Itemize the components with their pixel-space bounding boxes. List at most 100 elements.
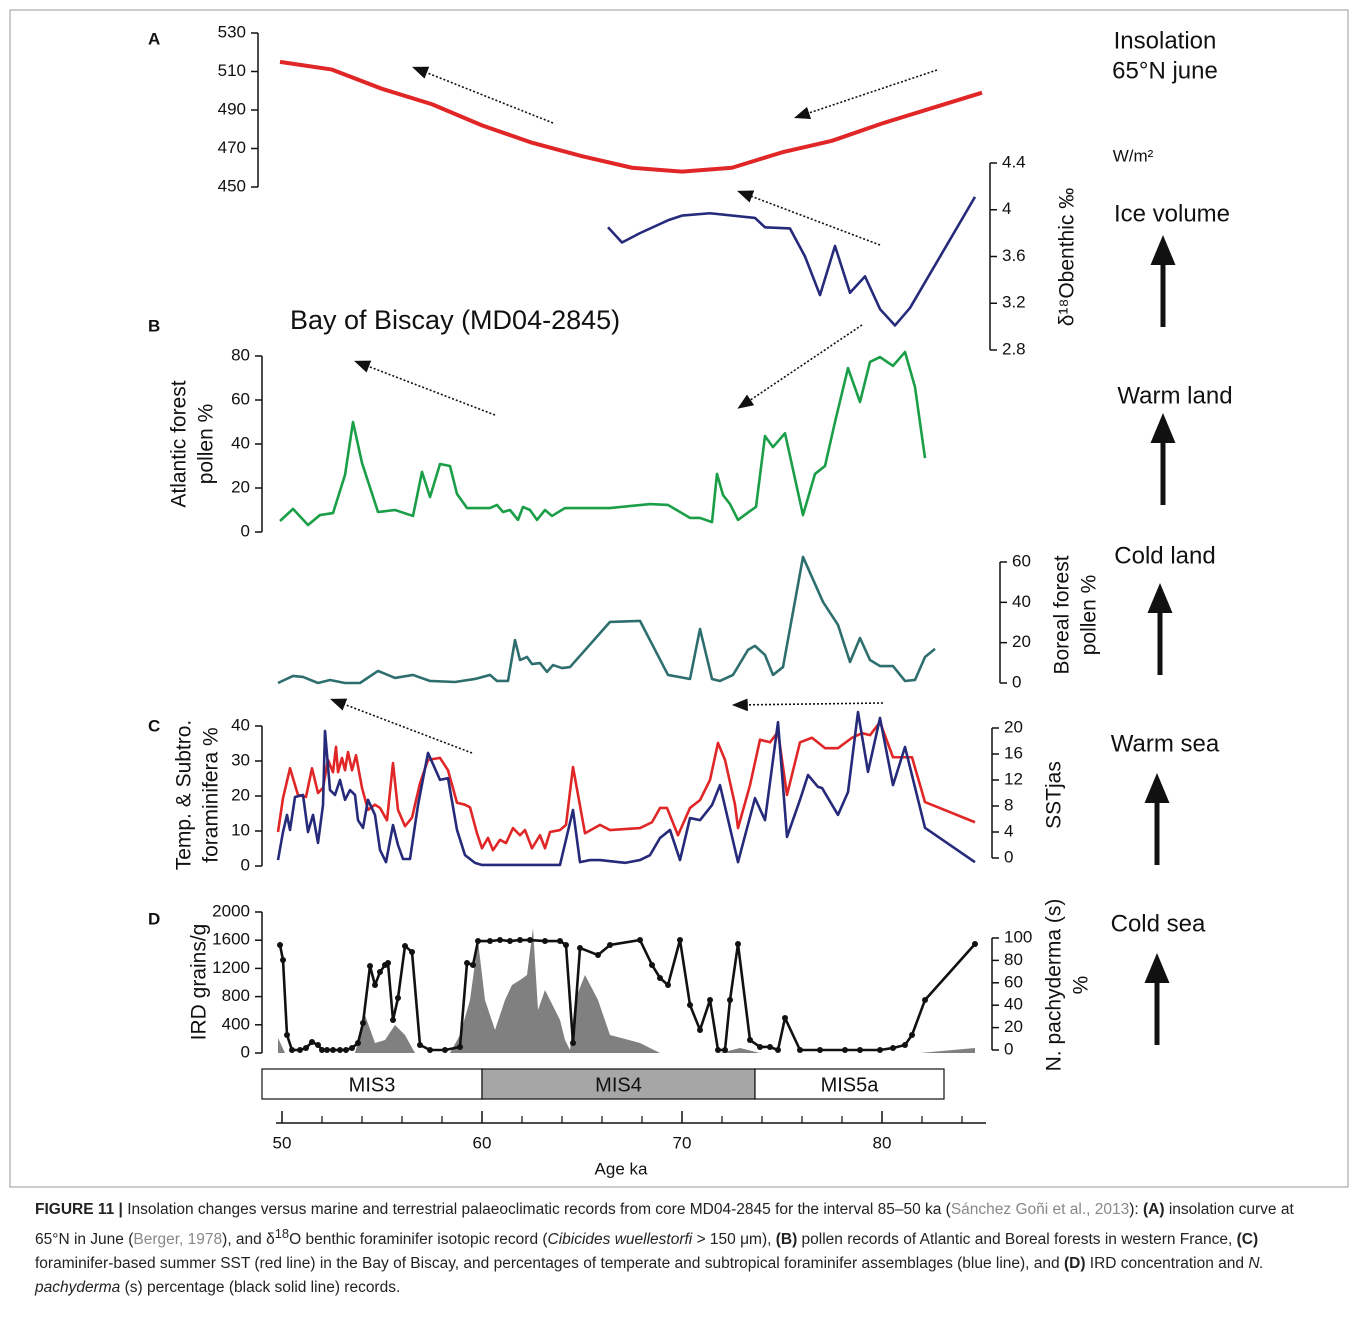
- direction-arrows: [1144, 235, 1176, 1045]
- stage-label: MIS3: [349, 1074, 396, 1096]
- y-tick-label: 400: [222, 1014, 250, 1033]
- point: [297, 1047, 303, 1053]
- point: [349, 1044, 355, 1051]
- trend-arrows: [330, 66, 938, 754]
- point: [722, 1047, 728, 1053]
- annotation: Bay of Biscay (MD04-2845): [290, 305, 620, 335]
- point: [409, 949, 415, 955]
- y-tick-label: 30: [231, 750, 250, 769]
- stage-label: MIS5a: [821, 1074, 880, 1096]
- x-tick-label: 70: [673, 1133, 692, 1152]
- point: [303, 1044, 309, 1051]
- caption-text: > 150 μm),: [692, 1231, 776, 1249]
- y2-tick-label: 12: [1004, 769, 1023, 788]
- y-tick-label: 2.8: [1002, 339, 1026, 358]
- point: [757, 1043, 763, 1050]
- point: [343, 1047, 349, 1053]
- y-axis-title: Atlantic forest: [168, 380, 191, 507]
- panel-letter: C: [148, 716, 160, 735]
- y2-axis-title: N. pachyderma (s): [1043, 899, 1066, 1072]
- point: [747, 1037, 753, 1044]
- caption-text: Cibicides wuellestorfi: [547, 1231, 693, 1249]
- point: [877, 1047, 883, 1053]
- point: [570, 1039, 576, 1046]
- y-tick-label: 60: [1012, 551, 1031, 570]
- line: [276, 720, 976, 852]
- y-axis-title: Temp. & Subtro.: [173, 720, 196, 871]
- y-tick-label: 80: [231, 345, 250, 364]
- point: [890, 1044, 896, 1051]
- y-tick-label: 40: [1012, 592, 1031, 611]
- point: [395, 995, 401, 1002]
- caption-text: ):: [1129, 1201, 1143, 1218]
- point: [697, 1026, 703, 1033]
- y2-tick-label: 0: [1004, 847, 1013, 866]
- y-tick-label: 20: [231, 785, 250, 804]
- y-tick-label: 20: [231, 477, 250, 496]
- caption: FIGURE 11 | Insolation changes versus ma…: [35, 1198, 1330, 1300]
- y-tick-label: 510: [218, 61, 246, 80]
- caption-text: (D): [1063, 1255, 1086, 1273]
- point: [427, 1047, 433, 1053]
- y2-tick-label: 20: [1004, 1017, 1023, 1036]
- caption-text: ), and δ: [222, 1231, 275, 1249]
- point: [595, 952, 601, 959]
- point: [557, 938, 563, 945]
- point: [577, 944, 583, 951]
- y-tick-label: 3.2: [1002, 293, 1026, 312]
- y-tick-label: 0: [241, 521, 250, 540]
- y-axis-title: δ¹⁸Obenthic ‰: [1056, 188, 1079, 326]
- y-axis-title: Boreal forest: [1051, 555, 1074, 674]
- y-axis-title: IRD grains/g: [188, 924, 211, 1041]
- point: [315, 1041, 321, 1048]
- point: [309, 1039, 315, 1046]
- y-tick-label: 450: [218, 176, 246, 195]
- point: [775, 1047, 781, 1053]
- point: [487, 938, 493, 945]
- panel-letter: B: [148, 316, 160, 335]
- point: [677, 937, 683, 944]
- line: [279, 350, 927, 527]
- point: [857, 1047, 863, 1053]
- y-tick-label: 60: [231, 389, 250, 408]
- point: [715, 1047, 721, 1053]
- line: [278, 938, 976, 1052]
- y2-tick-label: 20: [1004, 717, 1023, 736]
- stage-box: [481, 1068, 756, 1100]
- caption-text: O benthic foraminifer isotopic record (: [289, 1231, 548, 1249]
- annotation: Insolation: [1114, 27, 1217, 54]
- point: [319, 1047, 325, 1053]
- annotation: Cold sea: [1111, 910, 1206, 937]
- y2-axis-title: %: [1070, 976, 1093, 995]
- y2-tick-label: 100: [1004, 927, 1032, 946]
- y2-tick-label: 80: [1004, 950, 1023, 969]
- x-tick-label: 60: [473, 1133, 492, 1152]
- caption-text: Insolation changes versus marine and ter…: [122, 1201, 951, 1218]
- panel-letter: D: [148, 909, 160, 928]
- point: [517, 937, 523, 944]
- y-tick-label: 1600: [212, 930, 250, 949]
- point: [390, 1016, 396, 1023]
- line: [279, 59, 983, 174]
- point: [402, 942, 408, 949]
- point: [464, 959, 470, 966]
- x-tick-label: 80: [873, 1133, 892, 1152]
- point: [922, 997, 928, 1004]
- annotation: Warm sea: [1111, 730, 1220, 757]
- annotation: 65°N june: [1112, 57, 1218, 84]
- y-tick-label: 0: [241, 855, 250, 874]
- y-tick-label: 10: [231, 820, 250, 839]
- point: [507, 938, 513, 945]
- x-axis-title: Age ka: [595, 1159, 648, 1178]
- caption-text: Berger, 1978: [133, 1231, 223, 1249]
- line: [276, 710, 976, 867]
- point: [687, 1001, 693, 1008]
- y2-axis-title: SSTjas: [1043, 761, 1066, 829]
- y2-tick-label: 0: [1004, 1039, 1013, 1058]
- point: [337, 1047, 343, 1053]
- caption-text: (C): [1236, 1231, 1259, 1249]
- point: [842, 1047, 848, 1053]
- y-tick-label: 800: [222, 986, 250, 1005]
- point: [417, 1041, 423, 1048]
